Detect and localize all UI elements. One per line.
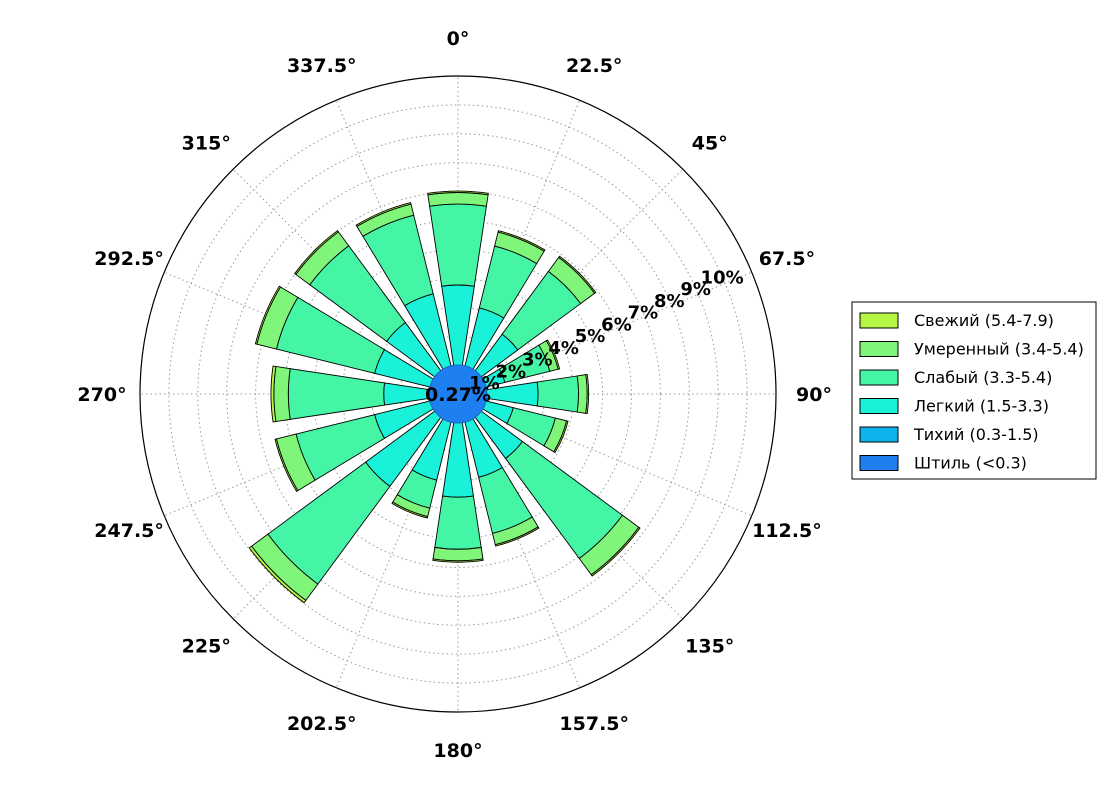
calm-disc [428, 364, 488, 424]
direction-label: 0° [447, 28, 470, 50]
wind-bars [248, 190, 641, 604]
legend-entry-label: Легкий (1.5-3.3) [914, 397, 1049, 416]
bar-segment [497, 230, 546, 252]
grid-spoke [457, 393, 752, 517]
radial-tick-labels: 1%2%3%4%5%6%7%8%9%10% [469, 267, 744, 394]
bar-segment [434, 495, 482, 550]
radial-tick-label: 7% [628, 303, 659, 324]
bar-segment [585, 373, 590, 415]
legend-swatch [859, 312, 899, 329]
legend-box [851, 301, 1097, 480]
grid-ring [255, 191, 661, 597]
grid-spoke [457, 393, 581, 688]
legend-entry-label: Умеренный (3.4-5.4) [914, 340, 1084, 359]
radial-tick-label: 4% [548, 338, 579, 359]
radial-tick-label: 2% [496, 361, 527, 382]
bar-segment [355, 202, 412, 228]
calm-percentage-label: 0.27% [425, 384, 491, 406]
legend-swatch [859, 341, 899, 357]
direction-label: 292.5° [94, 248, 164, 270]
bar-segment [432, 546, 484, 562]
legend-entry-label: Свежий (5.4-7.9) [914, 311, 1054, 330]
radial-tick-label: 6% [601, 314, 632, 335]
bar-segment [427, 192, 489, 207]
bar-segment [590, 526, 641, 577]
calm-center: 0.27% [425, 364, 491, 424]
bar-segment [427, 190, 489, 196]
grid-ring [226, 162, 690, 626]
direction-label: 337.5° [287, 55, 357, 77]
direction-label: 22.5° [566, 55, 622, 77]
direction-label: 67.5° [759, 248, 815, 270]
bar-segment [287, 368, 386, 420]
direction-labels: 0° 22.5° 45° 67.5° 90° 112.5° 135° 157.5° 180° 20… [77, 28, 832, 762]
direction-label: 135° [685, 636, 734, 658]
bar-segment [536, 375, 580, 413]
legend-swatch [859, 426, 899, 443]
bar-segment [248, 545, 307, 604]
bar-segment [545, 339, 561, 370]
legend-entry-label: Штиль (<0.3) [914, 454, 1027, 473]
bar-segment [553, 420, 569, 454]
radial-tick-label: 8% [654, 291, 685, 312]
bar-segment [576, 374, 588, 414]
bar-segment [254, 285, 282, 345]
outer-ring [139, 75, 777, 713]
direction-label: 112.5° [752, 520, 822, 542]
bar-segment [391, 501, 429, 519]
direction-label: 157.5° [559, 713, 629, 735]
bar-segment [494, 526, 540, 547]
bar-segment [274, 438, 299, 492]
bar-segment [270, 365, 277, 423]
bar-segment [429, 203, 487, 287]
legend-entry-label: Слабый (3.3-5.4) [914, 368, 1052, 387]
direction-label: 45° [692, 132, 728, 154]
direction-label: 315° [182, 132, 231, 154]
bar-segment [432, 558, 484, 563]
bar-segment [273, 365, 291, 423]
radial-tick-label: 5% [575, 326, 606, 347]
direction-label: 247.5° [94, 520, 164, 542]
bar-segment [558, 255, 597, 294]
direction-label: 202.5° [287, 713, 357, 735]
direction-label: 180° [433, 740, 482, 762]
radial-tick-label: 9% [680, 279, 711, 300]
radial-tick-label: 3% [522, 350, 553, 371]
bar-segment [294, 230, 340, 276]
direction-label: 90° [796, 384, 832, 406]
direction-label: 270° [77, 384, 126, 406]
grid-ring [197, 133, 719, 655]
legend-swatch [859, 398, 899, 414]
legend-swatch [859, 369, 899, 386]
radial-tick-label: 1% [469, 373, 500, 394]
legend-entry-label: Тихий (0.3-1.5) [913, 425, 1039, 444]
legend-swatch [859, 455, 899, 471]
direction-label: 225° [182, 636, 231, 658]
radial-tick-label: 10% [701, 267, 744, 288]
legend: Свежий (5.4-7.9) Умеренный (3.4-5.4) Слабы… [851, 301, 1097, 480]
